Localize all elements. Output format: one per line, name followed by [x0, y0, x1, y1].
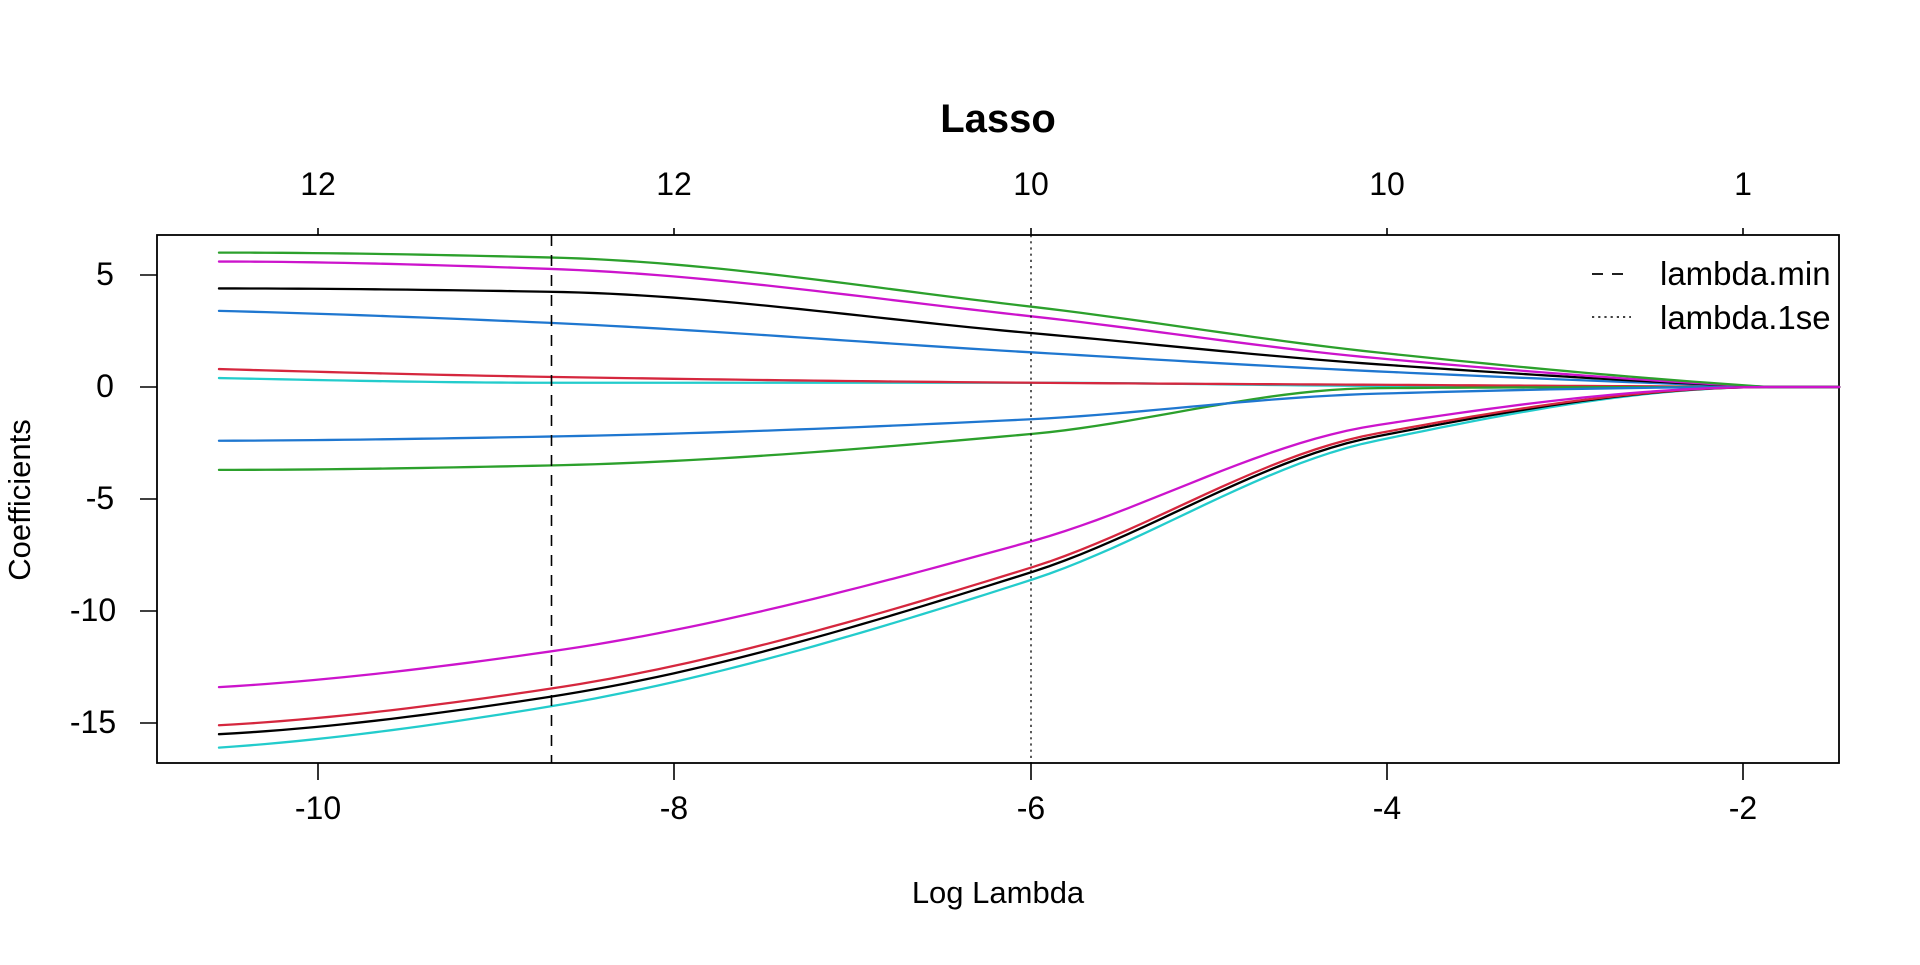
svg-text:12: 12 [656, 166, 692, 202]
svg-text:-2: -2 [1729, 790, 1757, 826]
svg-text:5: 5 [96, 256, 114, 292]
svg-text:-5: -5 [86, 480, 114, 516]
svg-text:12: 12 [300, 166, 336, 202]
svg-text:Lasso: Lasso [940, 97, 1056, 141]
svg-text:-10: -10 [295, 790, 341, 826]
svg-text:lambda.min: lambda.min [1660, 255, 1831, 292]
svg-text:Coefficients: Coefficients [2, 419, 37, 580]
svg-text:-15: -15 [70, 704, 116, 740]
svg-text:1: 1 [1734, 166, 1752, 202]
svg-text:Log Lambda: Log Lambda [912, 875, 1085, 910]
svg-text:10: 10 [1369, 166, 1405, 202]
svg-text:-8: -8 [660, 790, 688, 826]
svg-text:10: 10 [1013, 166, 1049, 202]
svg-text:-6: -6 [1017, 790, 1045, 826]
svg-text:lambda.1se: lambda.1se [1660, 299, 1831, 336]
svg-text:0: 0 [96, 368, 114, 404]
svg-text:-4: -4 [1373, 790, 1401, 826]
svg-text:-10: -10 [70, 592, 116, 628]
